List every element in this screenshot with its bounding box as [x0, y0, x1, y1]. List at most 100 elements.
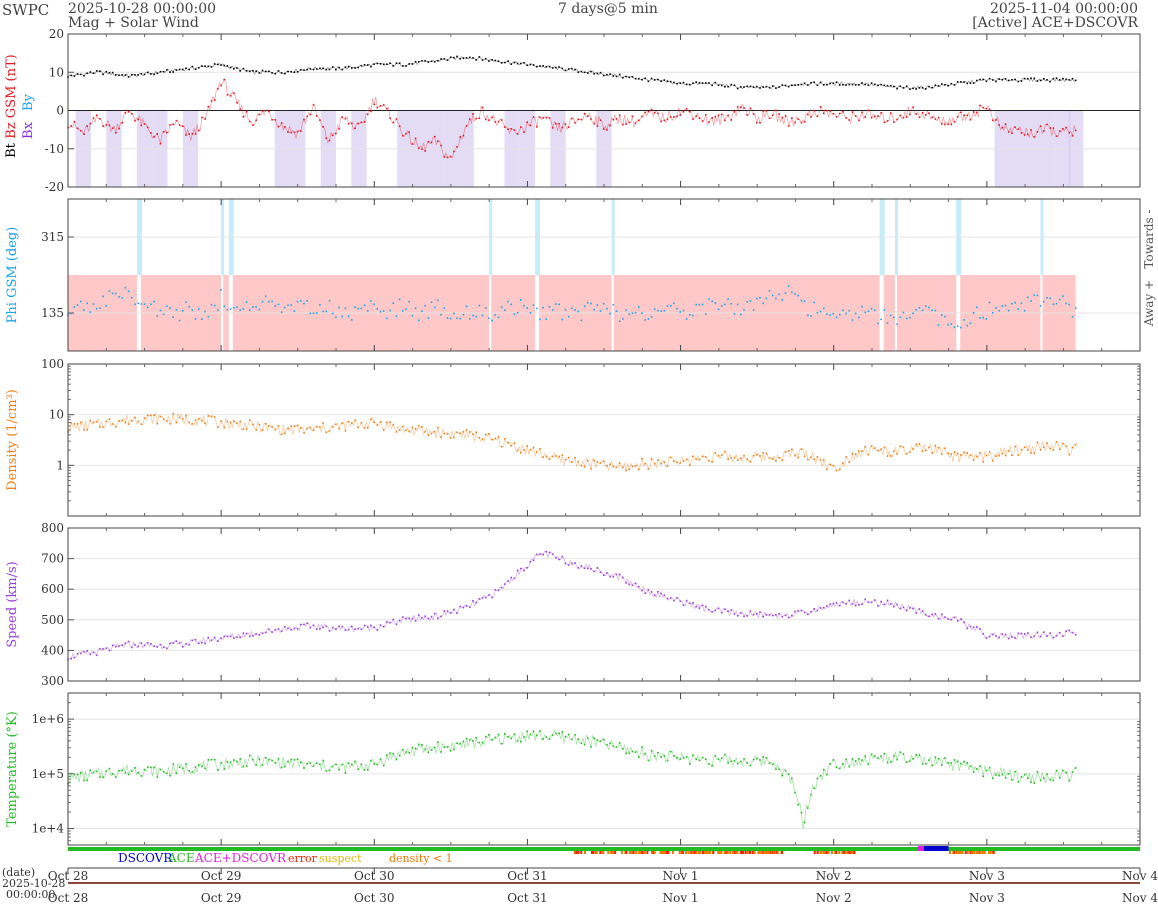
- data-point: [851, 83, 854, 86]
- data-point: [204, 767, 206, 770]
- data-point: [778, 457, 780, 459]
- density-flag: [773, 851, 776, 854]
- data-point: [724, 303, 726, 306]
- data-point: [682, 460, 685, 462]
- data-point: [137, 771, 139, 774]
- data-point: [207, 315, 210, 318]
- x-tick-label-secondary: Nov 1: [663, 891, 699, 905]
- data-point: [143, 417, 146, 419]
- data-point: [210, 758, 213, 761]
- data-point: [79, 652, 82, 655]
- data-point: [1017, 781, 1020, 783]
- data-point: [351, 67, 353, 69]
- data-point: [771, 294, 774, 297]
- data-point: [392, 423, 395, 426]
- data-point: [803, 821, 806, 824]
- data-point: [213, 304, 216, 307]
- density-flag: [701, 851, 704, 854]
- data-point: [417, 614, 420, 616]
- data-point: [950, 762, 953, 764]
- data-point: [245, 301, 248, 304]
- data-point: [765, 756, 768, 759]
- data-point: [124, 111, 127, 114]
- data-point: [92, 771, 95, 774]
- data-point: [940, 764, 943, 766]
- data-point: [682, 604, 685, 606]
- data-point: [698, 82, 701, 84]
- data-point: [446, 746, 449, 748]
- data-point: [115, 425, 117, 428]
- ace-status-bar: [68, 847, 1140, 851]
- data-point: [714, 755, 717, 757]
- data-point: [462, 313, 465, 316]
- data-point: [755, 613, 758, 615]
- data-point: [325, 625, 328, 628]
- data-point: [1058, 130, 1061, 132]
- data-point: [1007, 131, 1010, 133]
- data-point: [233, 92, 235, 94]
- data-point: [542, 456, 544, 458]
- data-point: [328, 68, 331, 71]
- data-point: [280, 122, 283, 124]
- data-point: [309, 113, 312, 116]
- data-point: [440, 615, 442, 618]
- density-flag: [699, 851, 702, 854]
- density-flag: [653, 851, 656, 854]
- data-point: [118, 645, 120, 648]
- series-bz-line: [67, 78, 1077, 159]
- data-point: [449, 749, 452, 752]
- data-point: [666, 80, 669, 82]
- data-point: [92, 651, 95, 654]
- data-point: [701, 82, 704, 84]
- density-flag: [667, 851, 670, 854]
- data-point: [928, 615, 930, 618]
- data-point: [577, 738, 580, 740]
- data-point: [622, 576, 624, 579]
- data-point: [590, 118, 592, 120]
- data-point: [331, 66, 334, 68]
- data-point: [867, 84, 870, 87]
- data-point: [443, 57, 446, 60]
- density-flag: [640, 851, 643, 854]
- data-point: [883, 752, 886, 755]
- data-point: [985, 637, 988, 639]
- data-point: [577, 310, 580, 313]
- data-point: [335, 763, 337, 766]
- data-point: [236, 422, 238, 424]
- data-point: [704, 605, 707, 608]
- data-point: [1052, 303, 1055, 306]
- data-point: [574, 68, 576, 71]
- data-point: [969, 765, 972, 768]
- data-point: [669, 305, 672, 307]
- data-point: [905, 761, 908, 764]
- data-point: [523, 569, 525, 572]
- data-point: [370, 110, 372, 113]
- data-point: [1027, 632, 1029, 634]
- density-flag: [652, 851, 655, 854]
- data-point: [918, 608, 921, 610]
- data-point: [1001, 78, 1004, 81]
- density-flag: [663, 851, 666, 854]
- data-point: [1011, 302, 1013, 305]
- data-point: [175, 640, 178, 642]
- data-point: [794, 610, 796, 613]
- density-flag: [987, 851, 990, 854]
- data-point: [947, 761, 949, 764]
- data-point: [197, 642, 200, 645]
- data-point: [1055, 302, 1058, 305]
- data-point: [797, 118, 800, 120]
- data-point: [615, 466, 618, 469]
- end-time: 2025-11-04 00:00:00: [989, 1, 1138, 17]
- data-point: [443, 307, 446, 309]
- data-point: [854, 115, 857, 117]
- data-point: [319, 67, 321, 70]
- data-point: [252, 758, 254, 761]
- data-point: [475, 59, 477, 61]
- data-point: [714, 115, 717, 118]
- data-point: [609, 124, 611, 127]
- data-point: [1020, 80, 1023, 82]
- data-point: [909, 316, 911, 319]
- data-point: [134, 767, 136, 769]
- data-point: [433, 135, 436, 138]
- data-point: [797, 456, 800, 459]
